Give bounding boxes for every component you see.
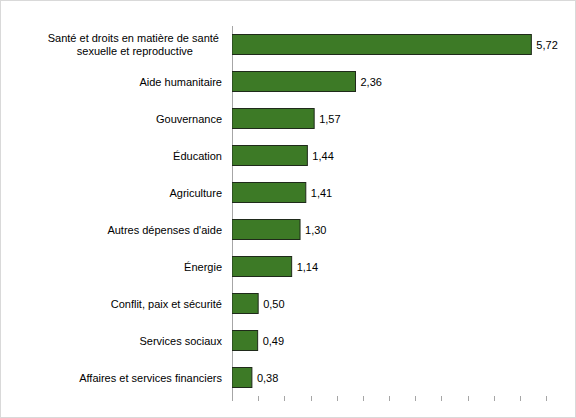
bar: [232, 72, 356, 92]
bar: [232, 146, 307, 166]
category-label: Aide humanitaire: [139, 76, 222, 88]
chart: 5,72 Santé et droits en matière de santé …: [0, 0, 576, 418]
category-label: Autres dépenses d'aide: [107, 224, 222, 236]
category-label: Affaires et services financiers: [79, 372, 222, 384]
data-label: 2,36: [361, 76, 382, 88]
category-label: Agriculture: [169, 187, 222, 199]
tick-mark: [546, 396, 547, 401]
category-label: Conflit, paix et sécurité: [111, 298, 222, 310]
data-label: 1,30: [305, 224, 326, 236]
bar: [232, 183, 306, 203]
category-label-line: Santé et droits en matière de santé: [48, 32, 222, 44]
tick-mark: [363, 396, 364, 401]
data-label: 0,50: [263, 298, 284, 310]
category-label: Services sociaux: [139, 335, 222, 347]
tick-mark: [468, 396, 469, 401]
tick-mark: [441, 396, 442, 401]
data-label: 0,49: [263, 335, 284, 347]
tick-mark: [311, 396, 312, 401]
bar: [232, 220, 300, 240]
bar: [232, 35, 531, 55]
tick-mark: [520, 396, 521, 401]
data-label: 1,41: [311, 187, 332, 199]
bar: [232, 109, 314, 129]
data-label: 1,14: [297, 261, 318, 273]
bar: [232, 368, 252, 388]
category-label-line: sexuelle et reproductive: [77, 45, 193, 57]
tick-mark: [337, 396, 338, 401]
tick-mark: [232, 396, 233, 401]
tick-mark: [415, 396, 416, 401]
bar: [232, 294, 258, 314]
bar: [232, 257, 292, 277]
data-label: 1,44: [312, 150, 333, 162]
data-label: 1,57: [319, 113, 340, 125]
category-label: Énergie: [184, 261, 222, 273]
data-label: 5,72: [536, 39, 557, 51]
category-label: Gouvernance: [156, 113, 222, 125]
chart-frame: [1, 1, 576, 418]
tick-mark: [389, 396, 390, 401]
bars: [232, 35, 531, 388]
tick-mark: [494, 396, 495, 401]
tick-mark: [284, 396, 285, 401]
category-label: Éducation: [173, 150, 222, 162]
bar: [232, 331, 258, 351]
data-label: 0,38: [257, 372, 278, 384]
tick-mark: [258, 396, 259, 401]
category-label: Santé et droits en matière de santé sexu…: [48, 32, 222, 57]
